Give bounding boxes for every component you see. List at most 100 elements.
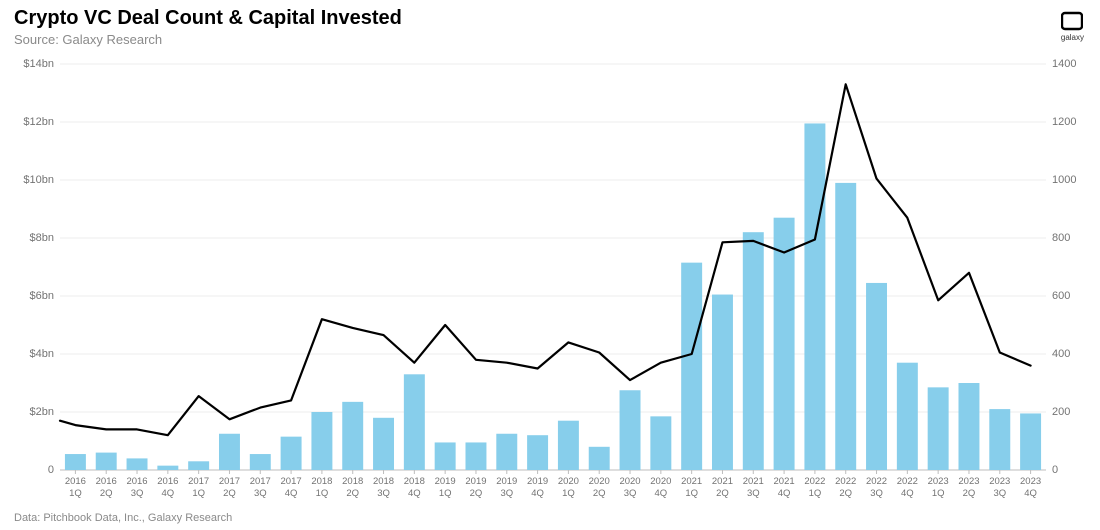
bar-capital [958, 383, 979, 470]
x-tick-quarter: 2Q [100, 488, 113, 499]
x-tick-quarter: 3Q [377, 488, 390, 499]
bar-capital [712, 295, 733, 470]
x-tick-year: 2020 [558, 476, 579, 487]
x-tick-quarter: 4Q [408, 488, 421, 499]
x-tick-quarter: 2Q [716, 488, 729, 499]
bar-capital [465, 442, 486, 470]
x-tick-year: 2022 [835, 476, 856, 487]
y-right-tick-label: 400 [1052, 348, 1070, 360]
x-tick-year: 2019 [527, 476, 548, 487]
y-right-tick-label: 0 [1052, 464, 1058, 476]
bar-capital [527, 435, 548, 470]
x-tick-year: 2020 [589, 476, 610, 487]
x-tick-year: 2022 [897, 476, 918, 487]
x-tick-quarter: 4Q [162, 488, 175, 499]
y-right-tick-label: 1400 [1052, 58, 1076, 70]
y-right-tick-label: 200 [1052, 406, 1070, 418]
x-tick-year: 2023 [1020, 476, 1041, 487]
y-left-tick-label: $2bn [30, 406, 54, 418]
bar-capital [681, 263, 702, 470]
x-tick-quarter: 3Q [747, 488, 760, 499]
bar-capital [188, 461, 209, 470]
x-tick-quarter: 1Q [69, 488, 82, 499]
x-tick-year: 2020 [619, 476, 640, 487]
y-left-tick-label: $6bn [30, 290, 54, 302]
x-tick-quarter: 4Q [531, 488, 544, 499]
x-tick-quarter: 4Q [1024, 488, 1037, 499]
x-tick-quarter: 2Q [593, 488, 606, 499]
y-right-tick-label: 800 [1052, 232, 1070, 244]
bar-capital [928, 387, 949, 470]
x-tick-year: 2021 [712, 476, 733, 487]
x-tick-year: 2017 [219, 476, 240, 487]
combo-chart: 0 $2bn $4bn $6bn $8bn $10bn $12bn $14bn 0 200 400 6… [14, 56, 1086, 504]
x-tick-quarter: 3Q [870, 488, 883, 499]
bar-capital [835, 183, 856, 470]
x-tick-year: 2018 [404, 476, 425, 487]
bar-capital [774, 218, 795, 470]
x-tick-quarter: 2Q [470, 488, 483, 499]
bar-capital [620, 390, 641, 470]
brand-logo: galaxy [1061, 10, 1084, 42]
x-tick-year: 2016 [157, 476, 178, 487]
x-tick-year: 2016 [126, 476, 147, 487]
y-right-tick-label: 1000 [1052, 174, 1076, 186]
y-left-tick-label: $12bn [23, 116, 54, 128]
x-tick-quarter: 4Q [655, 488, 668, 499]
bar-capital [866, 283, 887, 470]
y-left-tick-label: $10bn [23, 174, 54, 186]
x-tick-quarter: 4Q [285, 488, 298, 499]
bar-capital [157, 466, 178, 470]
x-tick-quarter: 2Q [839, 488, 852, 499]
galaxy-icon [1061, 10, 1083, 32]
bar-capital [804, 123, 825, 470]
chart-area: 0 $2bn $4bn $6bn $8bn $10bn $12bn $14bn 0 200 400 6… [14, 56, 1086, 504]
x-tick-year: 2017 [281, 476, 302, 487]
bar-capital [558, 421, 579, 470]
x-tick-quarter: 3Q [254, 488, 267, 499]
y-left-tick-label: 0 [48, 464, 54, 476]
x-tick-quarter: 3Q [624, 488, 637, 499]
x-tick-year: 2021 [681, 476, 702, 487]
x-tick-quarter: 1Q [439, 488, 452, 499]
bar-capital [65, 454, 86, 470]
x-tick-quarter: 1Q [316, 488, 329, 499]
x-tick-year: 2019 [435, 476, 456, 487]
x-tick-year: 2018 [373, 476, 394, 487]
bar-capital [373, 418, 394, 470]
x-tick-quarter: 4Q [901, 488, 914, 499]
x-tick-quarter: 1Q [685, 488, 698, 499]
y-left-tick-label: $4bn [30, 348, 54, 360]
bar-capital [650, 416, 671, 470]
x-tick-year: 2017 [188, 476, 209, 487]
bar-capital [281, 437, 302, 470]
x-tick-year: 2022 [804, 476, 825, 487]
x-tick-quarter: 4Q [778, 488, 791, 499]
bar-capital [989, 409, 1010, 470]
y-left-tick-label: $8bn [30, 232, 54, 244]
x-tick-quarter: 3Q [993, 488, 1006, 499]
x-tick-year: 2020 [650, 476, 671, 487]
chart-header: Crypto VC Deal Count & Capital Invested … [14, 6, 1040, 47]
x-tick-quarter: 1Q [932, 488, 945, 499]
bar-capital [589, 447, 610, 470]
x-tick-year: 2023 [989, 476, 1010, 487]
x-tick-year: 2023 [958, 476, 979, 487]
x-tick-quarter: 3Q [500, 488, 513, 499]
bar-capital [311, 412, 332, 470]
x-tick-year: 2022 [866, 476, 887, 487]
y-right-tick-label: 600 [1052, 290, 1070, 302]
x-tick-year: 2017 [250, 476, 271, 487]
bar-capital [250, 454, 271, 470]
x-tick-year: 2023 [928, 476, 949, 487]
x-tick-quarter: 1Q [809, 488, 822, 499]
x-tick-year: 2021 [774, 476, 795, 487]
y-right-tick-label: 1200 [1052, 116, 1076, 128]
y-left-tick-label: $14bn [23, 58, 54, 70]
bar-capital [435, 442, 456, 470]
x-tick-year: 2016 [65, 476, 86, 487]
x-tick-quarter: 2Q [223, 488, 236, 499]
bar-capital [496, 434, 517, 470]
x-tick-year: 2021 [743, 476, 764, 487]
bar-capital [404, 374, 425, 470]
